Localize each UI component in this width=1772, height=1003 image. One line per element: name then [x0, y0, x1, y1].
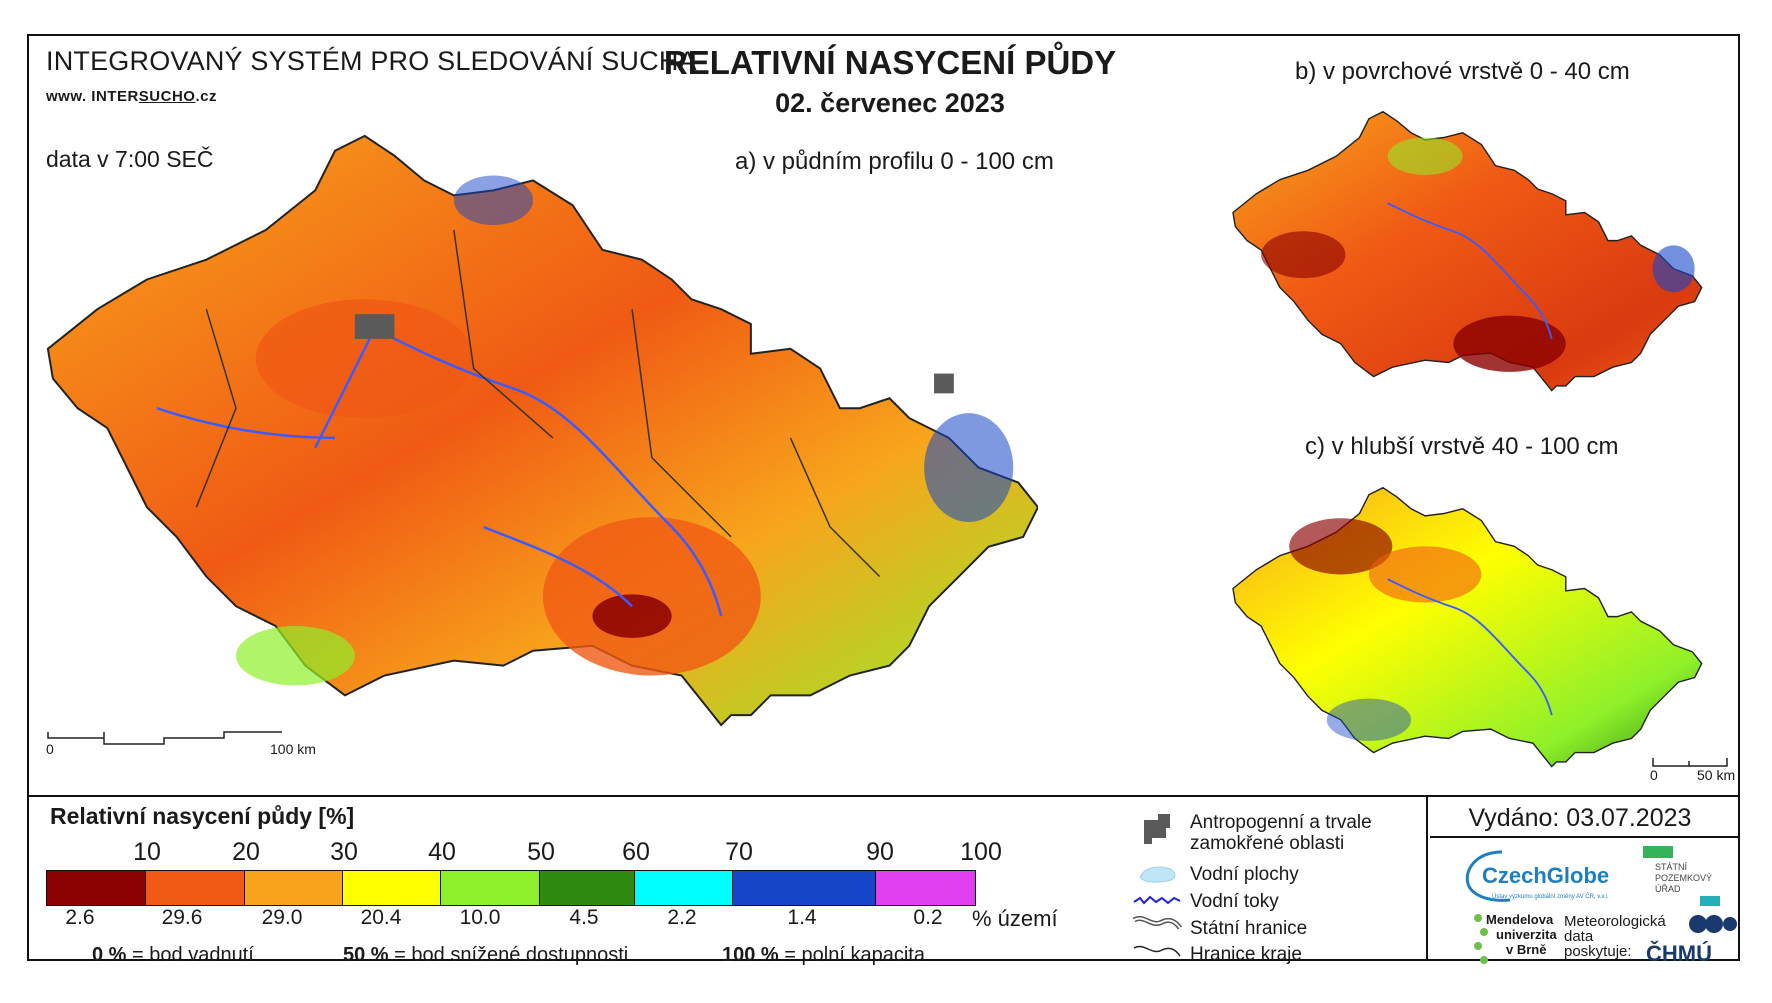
color-swatch	[441, 871, 540, 905]
map-a-moist-zone-sumava	[236, 626, 355, 686]
legend-region-border-label: Hranice kraje	[1190, 944, 1302, 965]
explanation-wilting: 0 % = bod vadnutí	[92, 944, 254, 966]
legend-panel	[27, 795, 1740, 963]
system-title: INTEGROVANÝ SYSTÉM PRO SLEDOVÁNÍ SUCHA	[46, 46, 697, 76]
map-a-wet-zone-beskydy	[924, 413, 1014, 523]
map-c-dry-zone-central	[1368, 546, 1482, 603]
color-swatch	[635, 871, 733, 905]
map-c-scale-end: 50 km	[1697, 767, 1736, 783]
legend-water-bodies-label: Vodní plochy	[1190, 864, 1299, 885]
map-b-wet-zone	[1652, 245, 1695, 293]
map-c-wet-zone-south	[1326, 698, 1412, 741]
river-icon	[1133, 895, 1181, 905]
color-swatch	[245, 871, 343, 905]
czechglobe-subtitle: Ústav výzkumu globální změny AV ČR, v.v.…	[1492, 894, 1609, 900]
meteo-data-note: Meteorologická data poskytuje:	[1564, 913, 1666, 960]
map-a-scale-start: 0	[46, 741, 54, 757]
share-unit: % území	[972, 906, 1058, 931]
spu-logo-icon	[1643, 846, 1673, 858]
share-value: 0.2	[913, 906, 943, 929]
map-date: 02. červenec 2023	[775, 88, 1005, 118]
share-value: 1.4	[787, 906, 817, 929]
map-a-country-fill	[46, 134, 1038, 727]
czechglobe-logo-icon	[1465, 850, 1511, 902]
break-label: 70	[725, 838, 753, 866]
chmu-logo: ČHMÚ	[1646, 941, 1712, 966]
urban-area-icon	[1144, 814, 1170, 844]
map-a-scale-bar	[47, 731, 282, 745]
czechglobe-logo: CzechGlobe	[1482, 863, 1610, 888]
share-value: 2.6	[65, 906, 95, 929]
map-a-scale-end: 100 km	[270, 741, 316, 757]
map-c-caption: c) v hlubší vrstvě 40 - 100 cm	[1305, 433, 1619, 460]
color-swatch	[876, 871, 975, 905]
map-c-dry-zone-northwest	[1289, 518, 1393, 575]
map-a-wet-zone-krkonose	[453, 175, 534, 226]
spu-logo: STÁTNÍ POZEMKOVÝ ÚŘAD	[1655, 862, 1713, 894]
share-value: 29.6	[161, 906, 203, 929]
legend-title: Relativní nasycení půdy [%]	[50, 803, 355, 829]
map-a-very-dry-zone	[592, 594, 672, 638]
explanation-field-capacity: 100 % = polní kapacita	[722, 944, 925, 966]
color-swatch	[733, 871, 876, 905]
water-body-icon	[1139, 866, 1176, 883]
chmu-logo-icon	[1689, 915, 1737, 933]
break-label: 50	[527, 838, 555, 866]
share-value: 10.0	[459, 906, 501, 929]
mendel-dots-icon	[1474, 914, 1488, 964]
share-value: 29.0	[261, 906, 303, 929]
map-a-urban-prague	[354, 314, 395, 339]
issued-date: Vydáno: 03.07.2023	[1468, 804, 1692, 832]
data-time: data v 7:00 SEČ	[46, 146, 214, 172]
map-b-moist-zone-north	[1387, 137, 1463, 175]
map-b-very-dry-zone	[1453, 315, 1566, 372]
share-value: 20.4	[360, 906, 402, 929]
break-label: 20	[232, 838, 260, 866]
legend-rivers-label: Vodní toky	[1190, 891, 1279, 912]
break-label: 90	[866, 838, 894, 866]
map-a-rivers	[156, 327, 723, 617]
break-label: 30	[330, 838, 358, 866]
map-a-dry-zone-central	[255, 299, 474, 419]
map-a-region-borders	[195, 229, 881, 578]
color-swatch	[47, 871, 146, 905]
color-swatch	[343, 871, 441, 905]
map-c-scale-start: 0	[1650, 767, 1658, 783]
break-label: 40	[428, 838, 456, 866]
map-a-caption: a) v půdním profilu 0 - 100 cm	[735, 148, 1054, 175]
break-label: 100	[960, 838, 1002, 866]
map-c-rivers	[1387, 578, 1553, 716]
state-border-icon	[1132, 916, 1182, 930]
map-title: RELATIVNÍ NASYCENÍ PŮDY	[663, 44, 1117, 81]
mendel-logo: Mendelova univerzita v Brně	[1486, 912, 1557, 957]
legend-urban-label: Antropogenní a trvale zamokřené oblasti	[1190, 812, 1372, 854]
map-b-topsoil	[1232, 111, 1703, 392]
legend-separator	[1426, 795, 1428, 961]
break-label: 10	[133, 838, 161, 866]
map-b-rivers	[1387, 202, 1553, 340]
map-a-dry-zone-south-moravia	[542, 517, 761, 676]
region-border-icon	[1133, 945, 1181, 957]
explanation-reduced-availability: 50 % = bod snížené dostupnosti	[343, 944, 629, 966]
break-label: 60	[622, 838, 650, 866]
map-b-caption: b) v povrchové vrstvě 0 - 40 cm	[1295, 58, 1630, 85]
map-c-scale-bar	[1652, 758, 1728, 767]
color-swatch	[146, 871, 245, 905]
map-b-dry-zone-west	[1261, 231, 1346, 279]
color-swatch	[540, 871, 635, 905]
map-c-subsoil	[1232, 487, 1703, 768]
share-value: 4.5	[569, 906, 599, 929]
issued-separator	[1430, 836, 1740, 838]
website-link[interactable]: www. INTERSUCHO.cz	[46, 88, 217, 105]
spu-accent-icon	[1700, 896, 1720, 906]
legend-state-border-label: Státní hranice	[1190, 918, 1308, 939]
share-value: 2.2	[667, 906, 697, 929]
map-a-soil-profile	[46, 134, 1038, 727]
legend-color-bar	[46, 870, 976, 906]
map-a-urban-ostrava	[934, 373, 954, 394]
